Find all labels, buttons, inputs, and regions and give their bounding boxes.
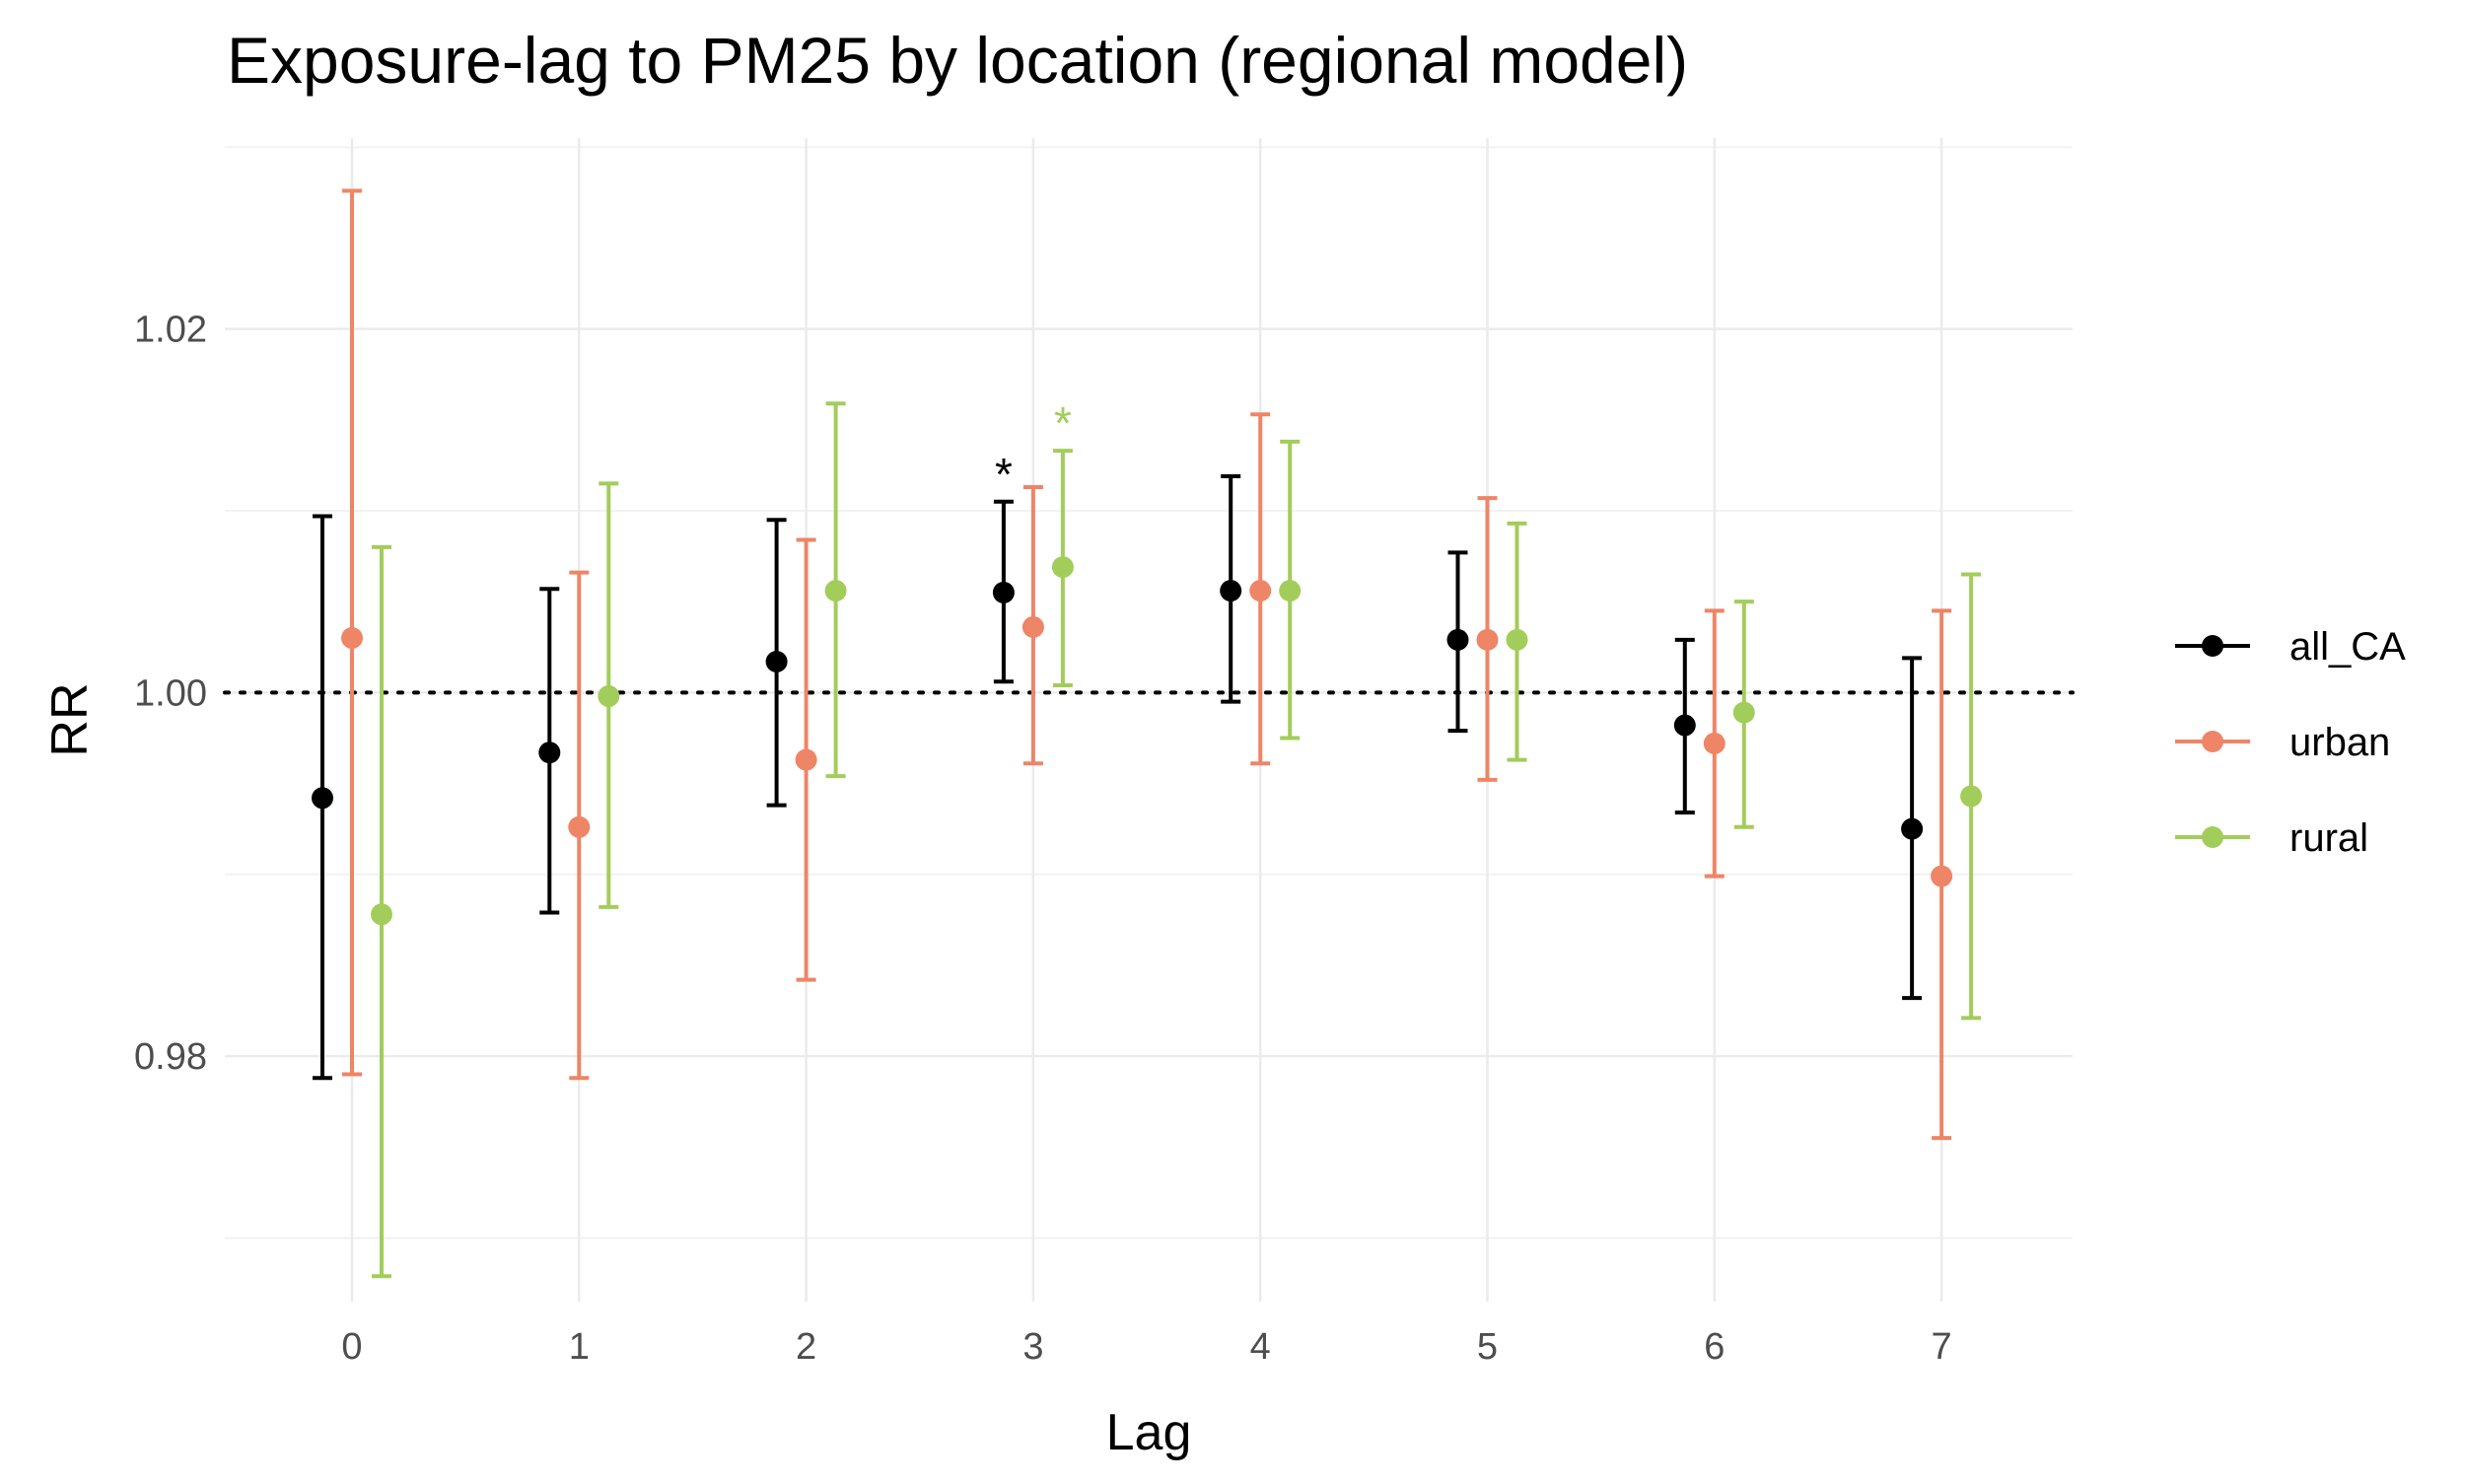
- data-point: [312, 787, 333, 810]
- data-point: [1901, 817, 1924, 840]
- data-point: [1673, 714, 1696, 737]
- y-tick-label: 0.98: [134, 1036, 207, 1078]
- legend-item-rural: rural: [2175, 816, 2368, 860]
- data-point: [371, 903, 392, 926]
- data-point: [1703, 732, 1726, 754]
- data-point: [824, 580, 847, 602]
- series-urban: [341, 188, 1953, 1141]
- x-tick-label: 2: [796, 1326, 816, 1368]
- significance-marker: *: [1054, 397, 1072, 449]
- data-point: [1506, 628, 1528, 651]
- data-point: [992, 581, 1015, 603]
- data-point: [1446, 628, 1469, 651]
- data-point: [1051, 556, 1074, 579]
- data-point: [765, 651, 788, 672]
- data-point: [341, 627, 363, 650]
- legend-label: urban: [2289, 721, 2390, 764]
- x-tick-label: 3: [1022, 1326, 1043, 1368]
- data-point: [538, 742, 561, 764]
- chart-title: Exposure-lag to PM25 by location (region…: [227, 24, 1688, 97]
- data-point: [1021, 615, 1044, 638]
- significance-marker: *: [995, 449, 1013, 500]
- legend-item-all_CA: all_CA: [2175, 625, 2406, 669]
- data-point: [598, 685, 620, 708]
- data-point: [1279, 580, 1302, 602]
- x-tick-label: 7: [1932, 1326, 1952, 1368]
- y-tick-label: 1.00: [134, 672, 207, 714]
- legend-key-point: [2202, 635, 2223, 657]
- data-point: [1732, 701, 1755, 724]
- data-point: [795, 748, 817, 771]
- y-axis-title: RR: [41, 682, 99, 756]
- data-point: [1249, 580, 1272, 602]
- legend-key-point: [2202, 731, 2223, 752]
- legend-key-point: [2202, 826, 2223, 848]
- series-layer: **: [312, 188, 1983, 1279]
- data-point: [1476, 628, 1499, 651]
- legend-item-urban: urban: [2175, 721, 2390, 764]
- x-tick-label: 0: [341, 1326, 362, 1368]
- x-axis-title: Lag: [1106, 1404, 1192, 1461]
- data-point: [1960, 785, 1983, 808]
- data-point: [1220, 580, 1242, 602]
- tick-labels: 0.98 1.00 1.02 0 1 2 3 4 5 6 7: [134, 310, 1952, 1368]
- series-all_CA: *: [312, 449, 1924, 1081]
- x-tick-label: 1: [569, 1326, 590, 1368]
- x-tick-label: 5: [1477, 1326, 1498, 1368]
- x-tick-label: 6: [1704, 1326, 1725, 1368]
- x-tick-label: 4: [1250, 1326, 1271, 1368]
- y-tick-label: 1.02: [134, 310, 207, 351]
- data-point: [1931, 865, 1953, 887]
- data-point: [568, 815, 591, 838]
- legend-label: rural: [2289, 816, 2368, 860]
- legend-label: all_CA: [2289, 625, 2406, 669]
- series-rural: *: [371, 397, 1983, 1279]
